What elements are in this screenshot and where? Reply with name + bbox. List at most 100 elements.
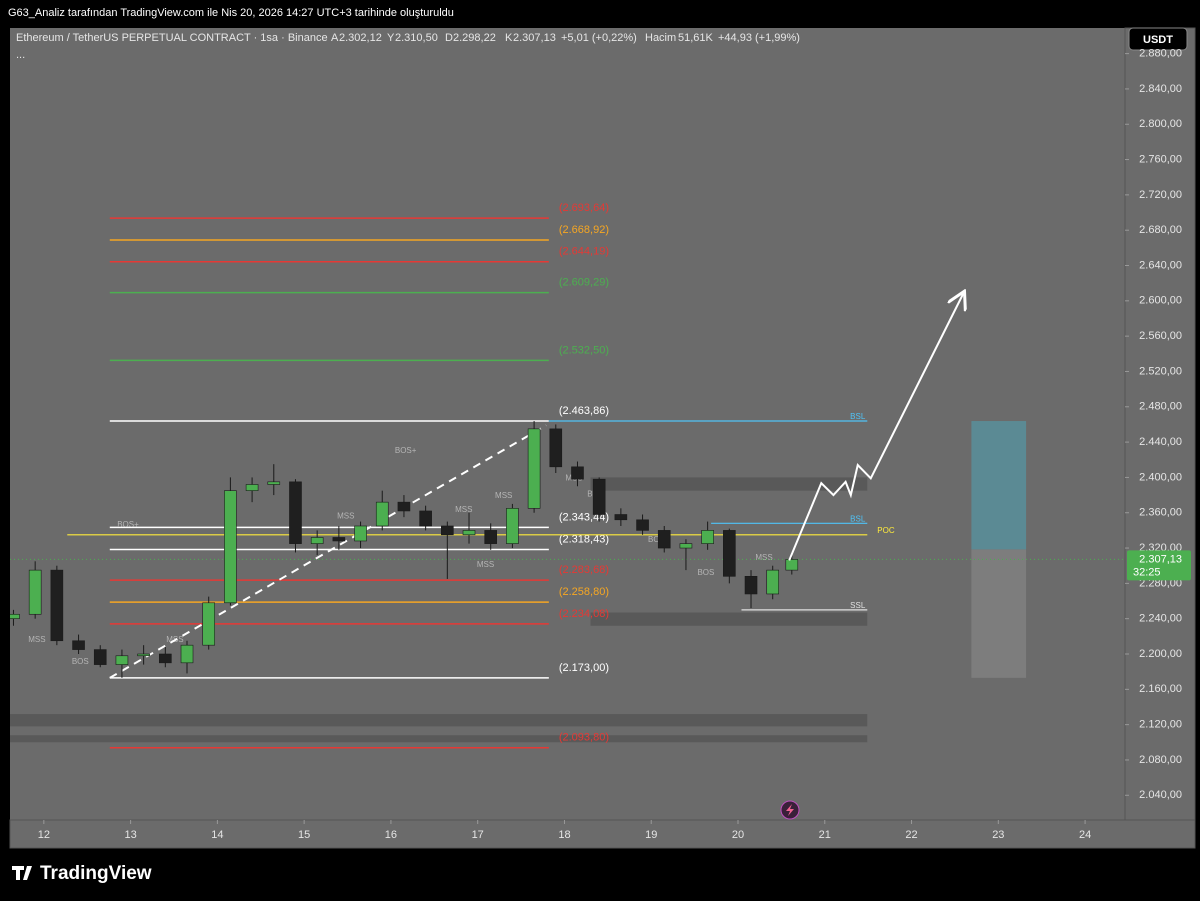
candle-body bbox=[224, 490, 237, 604]
legend-label: Hacim bbox=[645, 32, 676, 44]
y-tick-label: 2.600,00 bbox=[1139, 295, 1182, 307]
position-stop bbox=[971, 549, 1027, 678]
marker-label: POC bbox=[877, 526, 895, 535]
last-price-box bbox=[1127, 550, 1191, 581]
x-tick-label: 12 bbox=[38, 829, 50, 841]
candle-body bbox=[657, 530, 671, 549]
legend-more[interactable]: ... bbox=[16, 49, 25, 61]
x-tick-label: 24 bbox=[1079, 829, 1091, 841]
currency-label: USDT bbox=[1143, 34, 1173, 46]
y-tick-label: 2.840,00 bbox=[1139, 83, 1182, 95]
candle-body bbox=[484, 530, 498, 544]
candle-body bbox=[332, 537, 346, 542]
logo-mark bbox=[12, 866, 32, 880]
countdown-label: 32:25 bbox=[1133, 566, 1161, 578]
legend-label: A bbox=[331, 32, 339, 44]
level-label: (2.318,43) bbox=[559, 533, 609, 545]
zone bbox=[590, 612, 868, 626]
candle-body bbox=[245, 484, 259, 491]
y-tick-label: 2.400,00 bbox=[1139, 471, 1182, 483]
x-tick-label: 22 bbox=[905, 829, 917, 841]
structure-label: MSS bbox=[455, 505, 472, 514]
legend-value: 2.310,50 bbox=[395, 32, 438, 44]
candle-body bbox=[28, 569, 42, 615]
legend-symbol: Ethereum / TetherUS PERPETUAL CONTRACT ·… bbox=[16, 32, 328, 44]
y-tick-label: 2.640,00 bbox=[1139, 259, 1182, 271]
candle-body bbox=[72, 640, 85, 650]
candle-body bbox=[310, 537, 324, 544]
x-tick-label: 23 bbox=[992, 829, 1004, 841]
level-label: (2.463,86) bbox=[559, 405, 609, 417]
candle-body bbox=[679, 543, 693, 549]
trend-line bbox=[109, 424, 547, 679]
candle-body bbox=[267, 481, 281, 485]
structure-label: MSS bbox=[337, 511, 354, 520]
candle-body bbox=[375, 501, 389, 527]
candle-body bbox=[614, 514, 628, 521]
candle-body bbox=[202, 602, 216, 646]
projection-line bbox=[788, 293, 963, 561]
candle-body bbox=[180, 644, 194, 664]
candle-body bbox=[766, 569, 780, 595]
legend-value: 51,61K bbox=[678, 32, 714, 44]
x-tick-label: 17 bbox=[472, 829, 484, 841]
level-label: (2.234,08) bbox=[559, 608, 609, 620]
y-tick-label: 2.440,00 bbox=[1139, 436, 1182, 448]
y-tick-label: 2.240,00 bbox=[1139, 613, 1182, 625]
legend-change: +5,01 (+0,22%) bbox=[561, 32, 637, 44]
structure-label: MSS bbox=[495, 491, 512, 500]
alert-icon-bolt bbox=[786, 804, 794, 816]
zone bbox=[10, 735, 868, 743]
level-label: (2.258,80) bbox=[559, 586, 609, 598]
level-label: (2.532,50) bbox=[559, 344, 609, 356]
marker-label: BSL bbox=[850, 514, 866, 523]
candle-body bbox=[354, 525, 367, 542]
candle-body bbox=[137, 653, 150, 657]
y-tick-label: 2.680,00 bbox=[1139, 224, 1182, 236]
candle-body bbox=[441, 525, 454, 536]
level-label: (2.693,64) bbox=[559, 202, 609, 214]
candle-body bbox=[10, 613, 20, 619]
structure-label: BOS bbox=[72, 657, 89, 666]
logo-text: TradingView bbox=[40, 863, 152, 884]
y-tick-label: 2.360,00 bbox=[1139, 507, 1182, 519]
candle-body bbox=[549, 428, 563, 468]
candle-body bbox=[159, 653, 172, 664]
structure-label: BOS bbox=[697, 568, 714, 577]
x-tick-label: 19 bbox=[645, 829, 657, 841]
legend-value: 2.302,12 bbox=[339, 32, 382, 44]
x-tick-label: 20 bbox=[732, 829, 744, 841]
y-tick-label: 2.480,00 bbox=[1139, 401, 1182, 413]
logo: TradingView bbox=[12, 863, 152, 884]
legend-label: D bbox=[445, 32, 453, 44]
zone bbox=[10, 714, 868, 727]
level-label: (2.609,29) bbox=[559, 277, 609, 289]
marker-label: BSL bbox=[850, 412, 866, 421]
structure-label: MSS bbox=[755, 553, 772, 562]
candle-body bbox=[636, 519, 649, 531]
legend-value: 2.298,22 bbox=[453, 32, 496, 44]
y-tick-label: 2.760,00 bbox=[1139, 153, 1182, 165]
y-tick-label: 2.080,00 bbox=[1139, 754, 1182, 766]
axes: 2.040,00 2.080,00 2.120,00 2.160,00 2.200,00… bbox=[38, 48, 1191, 841]
candle-body bbox=[506, 508, 519, 544]
y-tick-label: 2.200,00 bbox=[1139, 648, 1182, 660]
currency-button[interactable] bbox=[1128, 27, 1188, 51]
candle-body bbox=[571, 466, 584, 480]
time-axis bbox=[9, 819, 1196, 849]
legend-label: K bbox=[505, 32, 513, 44]
candle-body bbox=[527, 428, 541, 509]
candle-body bbox=[115, 655, 129, 665]
y-tick-label: 2.560,00 bbox=[1139, 330, 1182, 342]
structure-label: MSS bbox=[28, 635, 45, 644]
candle-body bbox=[744, 576, 758, 595]
legend-label: Y bbox=[387, 32, 395, 44]
y-tick-label: 2.160,00 bbox=[1139, 683, 1182, 695]
y-tick-label: 2.720,00 bbox=[1139, 189, 1182, 201]
y-tick-label: 2.800,00 bbox=[1139, 118, 1182, 130]
candle-body bbox=[50, 569, 64, 642]
level-label: (2.093,80) bbox=[559, 732, 609, 744]
zone bbox=[590, 477, 868, 491]
x-tick-label: 13 bbox=[124, 829, 136, 841]
